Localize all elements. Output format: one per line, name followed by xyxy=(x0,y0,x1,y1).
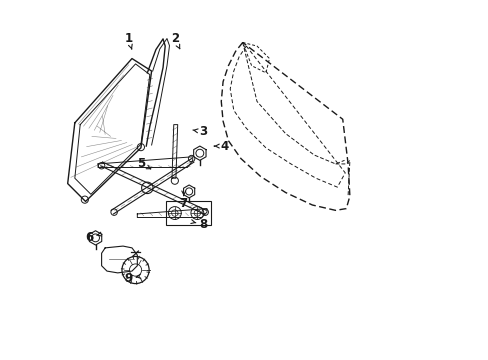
Text: 2: 2 xyxy=(170,32,179,45)
Text: 8: 8 xyxy=(199,218,207,231)
Text: 5: 5 xyxy=(137,157,145,170)
Text: 3: 3 xyxy=(199,125,207,138)
Text: 1: 1 xyxy=(124,32,132,45)
Text: 9: 9 xyxy=(124,272,132,285)
Text: 4: 4 xyxy=(220,140,228,153)
Text: 6: 6 xyxy=(85,231,93,244)
Text: 7: 7 xyxy=(180,197,187,210)
Bar xyxy=(165,202,210,225)
